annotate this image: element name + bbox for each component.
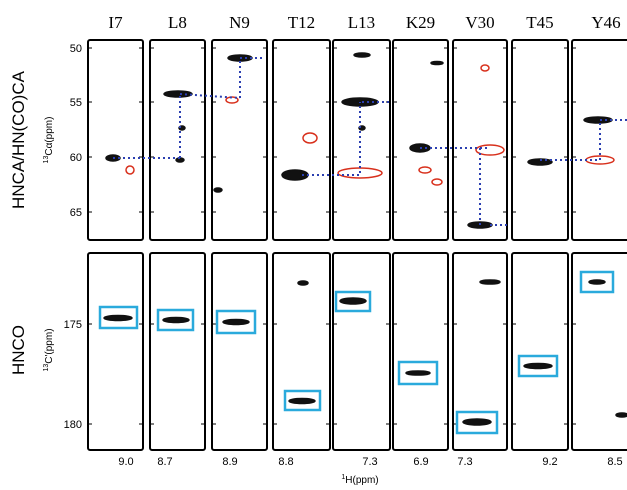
axis-text: C'(ppm) (44, 328, 55, 363)
peak (163, 318, 189, 323)
strip-frame (333, 40, 390, 240)
peak (584, 117, 612, 123)
peak (406, 371, 430, 375)
residue-label: Y46 (591, 13, 620, 32)
peak (298, 281, 308, 285)
strip-frame (273, 40, 330, 240)
peak (126, 166, 134, 174)
strip-frame (393, 40, 448, 240)
peak (354, 53, 370, 57)
strip-frame (393, 253, 448, 450)
h-shift-label: 8.7 (157, 456, 172, 468)
strip-frame (512, 40, 568, 240)
h-shift-label: 6.9 (413, 456, 428, 468)
y-tick-label: 55 (70, 97, 82, 109)
peak (524, 364, 552, 369)
residue-label: L8 (168, 13, 187, 32)
peak (303, 133, 317, 143)
peak (432, 179, 442, 185)
strip-frame (512, 253, 568, 450)
h-shift-label: 7.3 (362, 456, 377, 468)
y-tick-label: 60 (70, 152, 82, 164)
strip-frame (212, 253, 267, 450)
peak (104, 316, 132, 321)
peak (289, 399, 315, 404)
axis-label: 13Cα(ppm) (43, 117, 55, 164)
peak (223, 320, 249, 325)
residue-label: V30 (465, 13, 494, 32)
strip-frame (212, 40, 267, 240)
isotope: 13 (43, 156, 50, 164)
row-label: HNCO (9, 325, 28, 375)
y-tick-label: 175 (64, 319, 82, 331)
h-shift-label: 8.9 (222, 456, 237, 468)
strip-frame (150, 253, 205, 450)
strip-frame (88, 253, 143, 450)
peak (431, 62, 443, 65)
y-tick-label: 180 (64, 419, 82, 431)
h-shift-label: 7.3 (457, 456, 472, 468)
residue-label: T12 (288, 13, 315, 32)
peak (282, 170, 308, 180)
peak (616, 413, 627, 417)
x-axis-label: 1H(ppm) (341, 474, 378, 486)
peak (419, 167, 431, 173)
residue-label: I7 (108, 13, 123, 32)
peak (214, 188, 222, 192)
residue-label: T45 (526, 13, 553, 32)
residue-label: L13 (348, 13, 375, 32)
axis-text: H(ppm) (345, 475, 378, 486)
strip-frame (333, 253, 390, 450)
peak (340, 298, 366, 304)
isotope: 13 (43, 364, 50, 372)
axis-label: 13C'(ppm) (43, 328, 55, 371)
row-label: HNCA/HN(CO)CA (9, 70, 28, 209)
y-tick-label: 65 (70, 207, 82, 219)
strip-frame (150, 40, 205, 240)
h-shift-label: 8.5 (607, 456, 622, 468)
peak (480, 280, 500, 284)
peak (164, 91, 192, 97)
residue-label: N9 (229, 13, 250, 32)
h-shift-label: 9.2 (542, 456, 557, 468)
peak (463, 419, 491, 425)
y-tick-label: 50 (70, 43, 82, 55)
figure: HNCA/HN(CO)CA HNCO 13Cα(ppm) 13C'(ppm) 1… (0, 0, 627, 490)
peak (481, 65, 489, 71)
h-shift-label: 9.0 (118, 456, 133, 468)
residue-label: K29 (406, 13, 435, 32)
strip-frame (88, 40, 143, 240)
axis-text: Cα(ppm) (44, 117, 55, 156)
peak (589, 280, 605, 284)
h-shift-label: 8.8 (278, 456, 293, 468)
